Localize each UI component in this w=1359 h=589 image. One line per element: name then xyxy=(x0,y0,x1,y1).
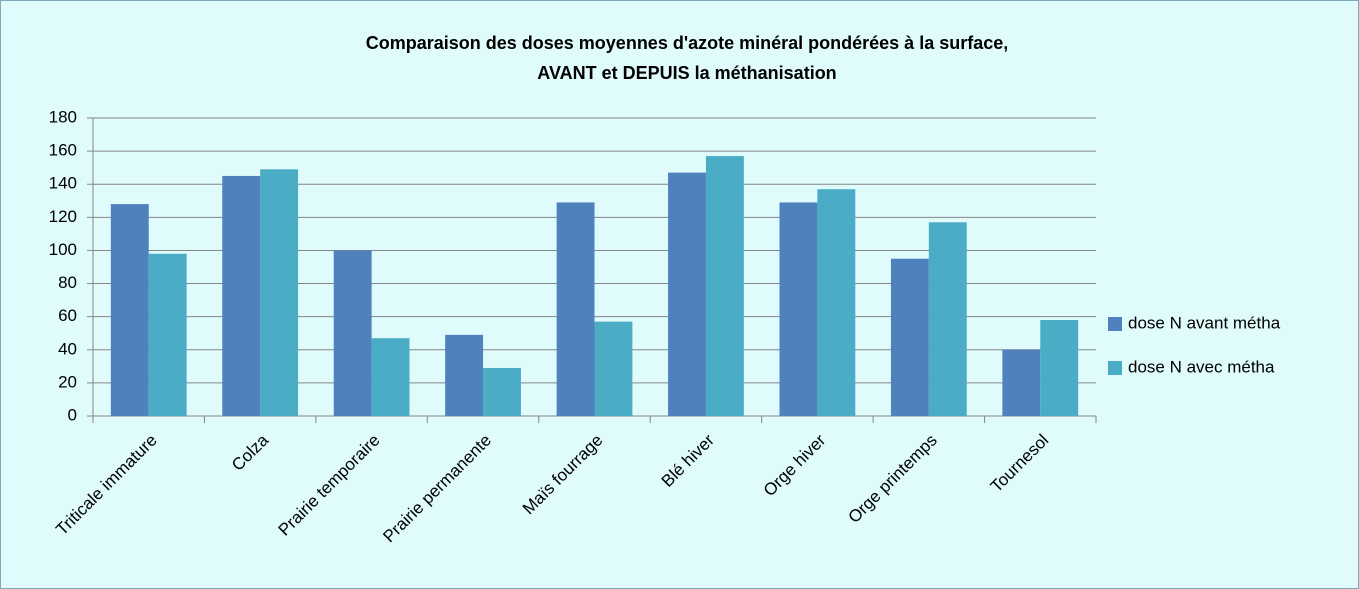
bar xyxy=(148,253,187,416)
bar xyxy=(705,156,744,417)
legend-label: dose N avant métha xyxy=(1128,313,1281,332)
bar xyxy=(222,175,261,416)
y-tick-label: 140 xyxy=(49,174,77,193)
chart-title: AVANT et DEPUIS la méthanisation xyxy=(537,63,836,83)
bar xyxy=(928,222,967,416)
bar xyxy=(260,169,299,416)
y-tick-label: 80 xyxy=(58,273,77,292)
legend-swatch xyxy=(1108,361,1122,375)
bar xyxy=(483,367,521,416)
y-tick-label: 0 xyxy=(68,405,77,424)
bar xyxy=(1040,319,1079,416)
y-tick-label: 160 xyxy=(49,141,77,160)
bar xyxy=(1002,349,1041,416)
bar xyxy=(371,338,410,416)
legend-label: dose N avec métha xyxy=(1128,357,1275,376)
bar xyxy=(556,202,595,416)
bar xyxy=(779,202,818,416)
bar xyxy=(817,189,856,416)
bar xyxy=(110,204,149,416)
y-tick-label: 60 xyxy=(58,306,77,325)
bar xyxy=(668,172,706,416)
bar xyxy=(594,321,633,416)
bar xyxy=(445,334,484,416)
y-tick-label: 40 xyxy=(58,339,77,358)
chart-title: Comparaison des doses moyennes d'azote m… xyxy=(366,33,1009,53)
legend-swatch xyxy=(1108,317,1122,331)
bar xyxy=(333,250,372,416)
bar xyxy=(890,258,929,416)
y-tick-label: 180 xyxy=(49,107,77,126)
y-tick-label: 100 xyxy=(49,240,77,259)
y-tick-label: 120 xyxy=(49,207,77,226)
y-tick-label: 20 xyxy=(58,372,77,391)
